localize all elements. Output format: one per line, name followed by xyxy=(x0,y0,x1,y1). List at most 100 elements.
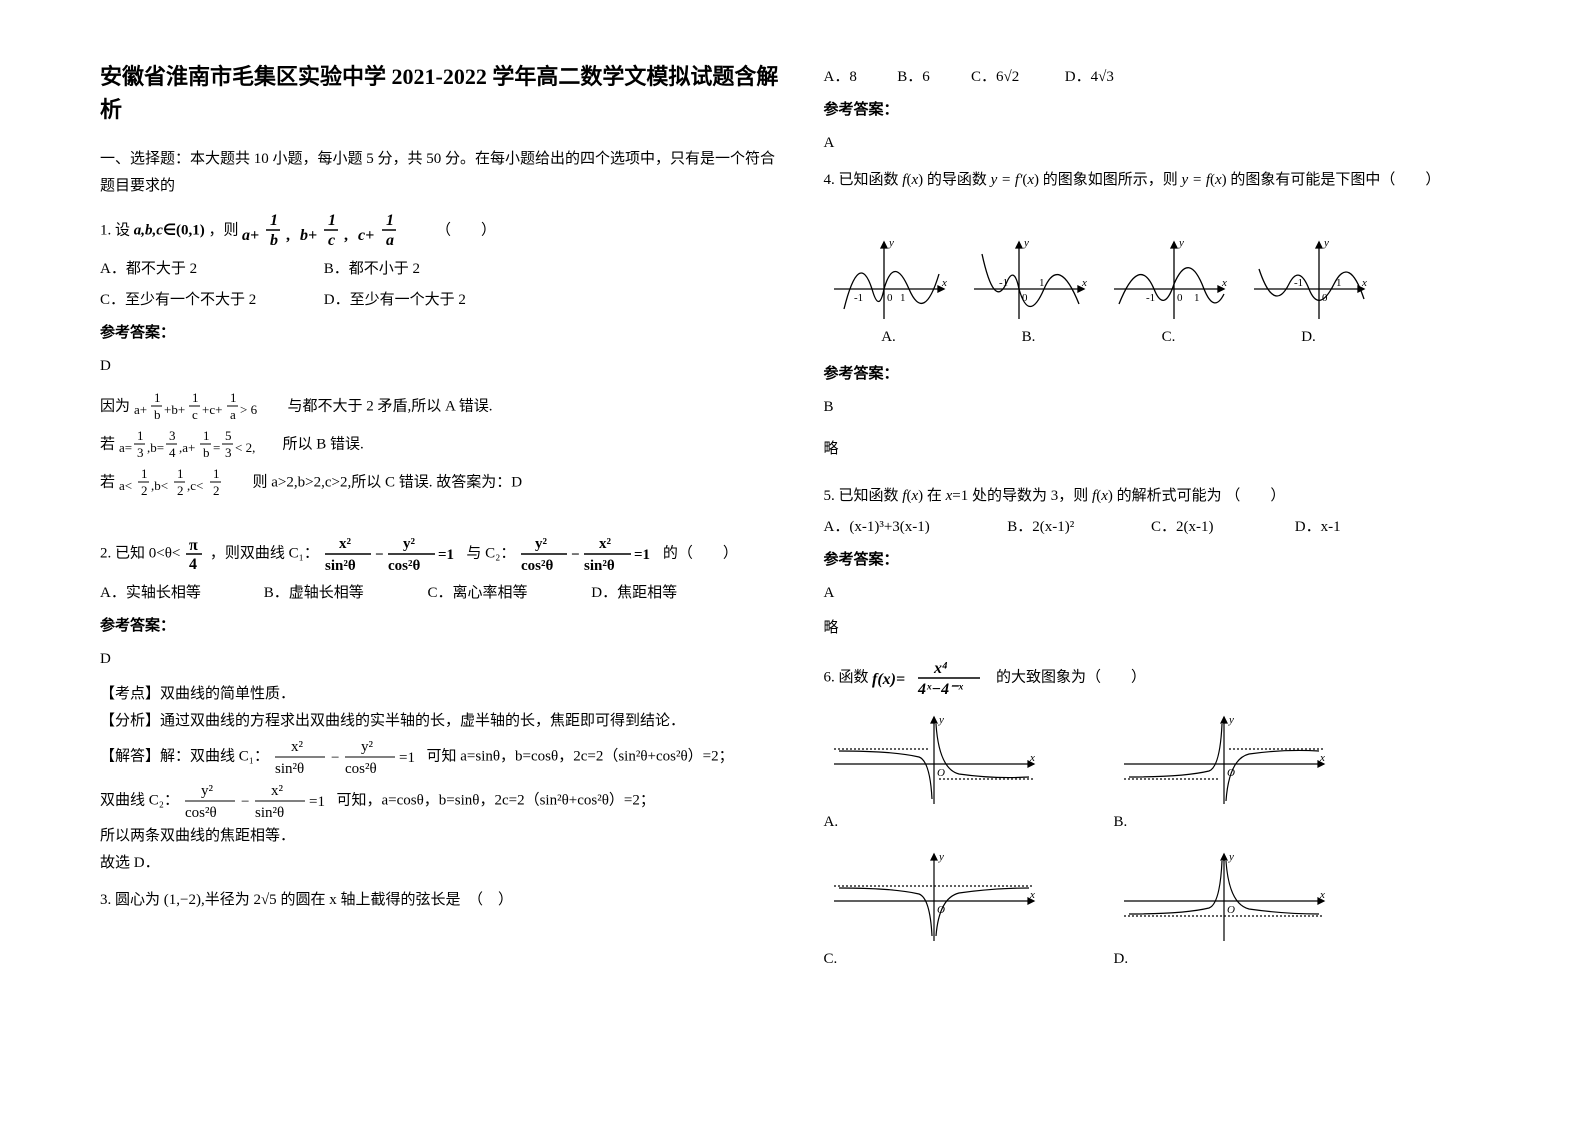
svg-text:2: 2 xyxy=(141,483,148,498)
q1-expl3-suffix: 则 a>2,b>2,c>2,所以 C 错误. 故答案为：D xyxy=(253,474,523,490)
svg-text:y: y xyxy=(938,714,944,726)
svg-text:a<: a< xyxy=(119,478,132,493)
q6-figD: O x y xyxy=(1114,846,1334,946)
q1-optC: C．至少有一个不大于 2 xyxy=(100,287,320,314)
q4-fx: f(x) xyxy=(902,172,923,188)
q6-func: f(x)= x⁴ 4ˣ−4⁻ˣ xyxy=(872,657,992,699)
svg-text:1: 1 xyxy=(328,212,336,229)
q3-stem-suffix: 的圆在 x 轴上截得的弦长是 （ ） xyxy=(280,892,513,908)
svg-text:x: x xyxy=(1319,889,1325,901)
svg-text:1: 1 xyxy=(270,212,278,229)
svg-text:-1: -1 xyxy=(1294,277,1303,289)
q2-sol-c2: y²cos²θ − x²sin²θ =1 xyxy=(183,779,333,823)
svg-text:1: 1 xyxy=(192,390,199,405)
q5-x1: x=1 xyxy=(946,488,969,504)
svg-text:O: O xyxy=(1227,767,1235,779)
question-1: 1. 设 a,b,c∈(0,1) ，则 a+ 1b , b+ 1c , c+ 1… xyxy=(100,210,784,502)
q4-figC: -101 xy xyxy=(1104,234,1234,324)
svg-text:,: , xyxy=(344,227,348,244)
svg-text:1: 1 xyxy=(1336,277,1342,289)
svg-text:f(x)=: f(x)= xyxy=(872,671,905,688)
svg-text:a=: a= xyxy=(119,440,132,455)
svg-text:< 2,: < 2, xyxy=(235,440,255,455)
left-column: 安徽省淮南市毛集区实验中学 2021-2022 学年高二数学文模拟试题含解析 一… xyxy=(100,60,784,983)
q5-optD: D．x-1 xyxy=(1295,519,1341,535)
q1-expl1-prefix: 因为 xyxy=(100,398,130,414)
q5-stem-suffix: 的解析式可能为 （ ） xyxy=(1117,488,1286,504)
svg-text:x²: x² xyxy=(291,739,304,755)
q3-ans: A xyxy=(824,130,1508,157)
svg-text:1: 1 xyxy=(900,292,906,304)
svg-text:y: y xyxy=(1323,237,1329,249)
svg-text:3: 3 xyxy=(225,445,232,460)
q4-figA: -101 xy xyxy=(824,234,954,324)
svg-text:b: b xyxy=(203,445,210,460)
svg-text:y: y xyxy=(1023,237,1029,249)
section1-heading: 一、选择题：本大题共 10 小题，每小题 5 分，共 50 分。在每小题给出的四… xyxy=(100,146,784,200)
q1-expl3-prefix: 若 xyxy=(100,474,115,490)
svg-text:=1: =1 xyxy=(438,547,454,563)
svg-text:0: 0 xyxy=(1177,292,1183,304)
svg-text:cos²θ: cos²θ xyxy=(521,558,553,574)
q4-stem-mid1: 的导函数 xyxy=(927,172,987,188)
q2-ans-label: 参考答案： xyxy=(100,613,784,640)
q1-ans-label: 参考答案： xyxy=(100,320,784,347)
svg-text:-1: -1 xyxy=(1146,292,1155,304)
q2-point: 【考点】双曲线的简单性质． xyxy=(100,681,784,708)
q2-sol-c1: x²sin²θ − y²cos²θ =1 xyxy=(273,735,423,779)
svg-text:4ˣ−4⁻ˣ: 4ˣ−4⁻ˣ xyxy=(917,681,964,698)
svg-text:> 6: > 6 xyxy=(240,402,258,417)
svg-text:,c<: ,c< xyxy=(187,478,203,493)
q6-labelB: B. xyxy=(1114,809,1128,836)
q4-ans: B xyxy=(824,394,1508,421)
svg-text:-1: -1 xyxy=(854,292,863,304)
q3-radius: 2√5 xyxy=(253,892,276,908)
q1-expl2-svg: a= 13 ,b= 34 ,a+ 1b = 53 < 2, xyxy=(119,426,279,464)
q5-optC: C．2(x-1) xyxy=(1151,514,1291,541)
svg-text:,: , xyxy=(286,227,290,244)
q4-labelD: D. xyxy=(1301,324,1316,351)
q1-expl2-suffix: 所以 B 错误. xyxy=(283,436,364,452)
svg-text:y²: y² xyxy=(201,783,214,799)
svg-text:O: O xyxy=(937,904,945,916)
svg-text:,b<: ,b< xyxy=(151,478,168,493)
svg-text:a+: a+ xyxy=(134,402,147,417)
q1-frac-svg: a+ 1b , b+ 1c , c+ 1a xyxy=(242,210,432,252)
svg-text:sin²θ: sin²θ xyxy=(255,805,284,821)
svg-text:0: 0 xyxy=(887,292,893,304)
svg-text:cos²θ: cos²θ xyxy=(185,805,217,821)
q4-stem-suffix: 的图象有可能是下图中（ ） xyxy=(1230,172,1440,188)
svg-text:cos²θ: cos²θ xyxy=(345,761,377,777)
q1-optD: D．至少有一个大于 2 xyxy=(324,292,466,308)
q6-figA: O x y xyxy=(824,709,1044,809)
q4-yfx: y = f(x) xyxy=(1182,172,1227,188)
q1-stem-prefix: 1. 设 xyxy=(100,222,130,238)
svg-text:b+: b+ xyxy=(300,227,317,244)
svg-text:4: 4 xyxy=(189,556,197,572)
question-3-options: A．8 B．6 C．6√2 D．4√3 参考答案： A xyxy=(824,64,1508,157)
svg-text:x: x xyxy=(1081,277,1087,289)
q3-optA: A．8 xyxy=(824,64,894,91)
q3-optD: D．4√3 xyxy=(1065,69,1114,85)
svg-text:=: = xyxy=(213,440,220,455)
svg-text:=1: =1 xyxy=(634,547,650,563)
q1-optB: B．都不小于 2 xyxy=(324,261,420,277)
q4-labelB: B. xyxy=(1022,324,1036,351)
svg-text:−: − xyxy=(571,547,580,563)
svg-text:x: x xyxy=(1319,752,1325,764)
svg-text:−: − xyxy=(331,750,339,766)
svg-text:,b=: ,b= xyxy=(147,440,164,455)
svg-text:x: x xyxy=(1029,889,1035,901)
svg-text:1: 1 xyxy=(203,428,210,443)
q5-optB: B．2(x-1)² xyxy=(1007,514,1147,541)
svg-text:x²: x² xyxy=(599,536,612,552)
q1-expl1-svg: a+ 1b +b+ 1c +c+ 1a > 6 xyxy=(134,388,284,426)
svg-text:1: 1 xyxy=(230,390,237,405)
svg-text:a+: a+ xyxy=(242,227,259,244)
q2-sol-suffix: 可知 a=sinθ，b=cosθ，2c=2（sin²θ+cos²θ）=2； xyxy=(427,748,734,764)
svg-text:2: 2 xyxy=(213,483,220,498)
q2-c2-eq: y²cos²θ − x²sin²θ =1 xyxy=(519,532,659,576)
question-6: 6. 函数 f(x)= x⁴ 4ˣ−4⁻ˣ 的大致图象为（ ） xyxy=(824,657,1508,973)
svg-text:O: O xyxy=(1227,904,1235,916)
q2-optA: A．实轴长相等 xyxy=(100,580,260,607)
